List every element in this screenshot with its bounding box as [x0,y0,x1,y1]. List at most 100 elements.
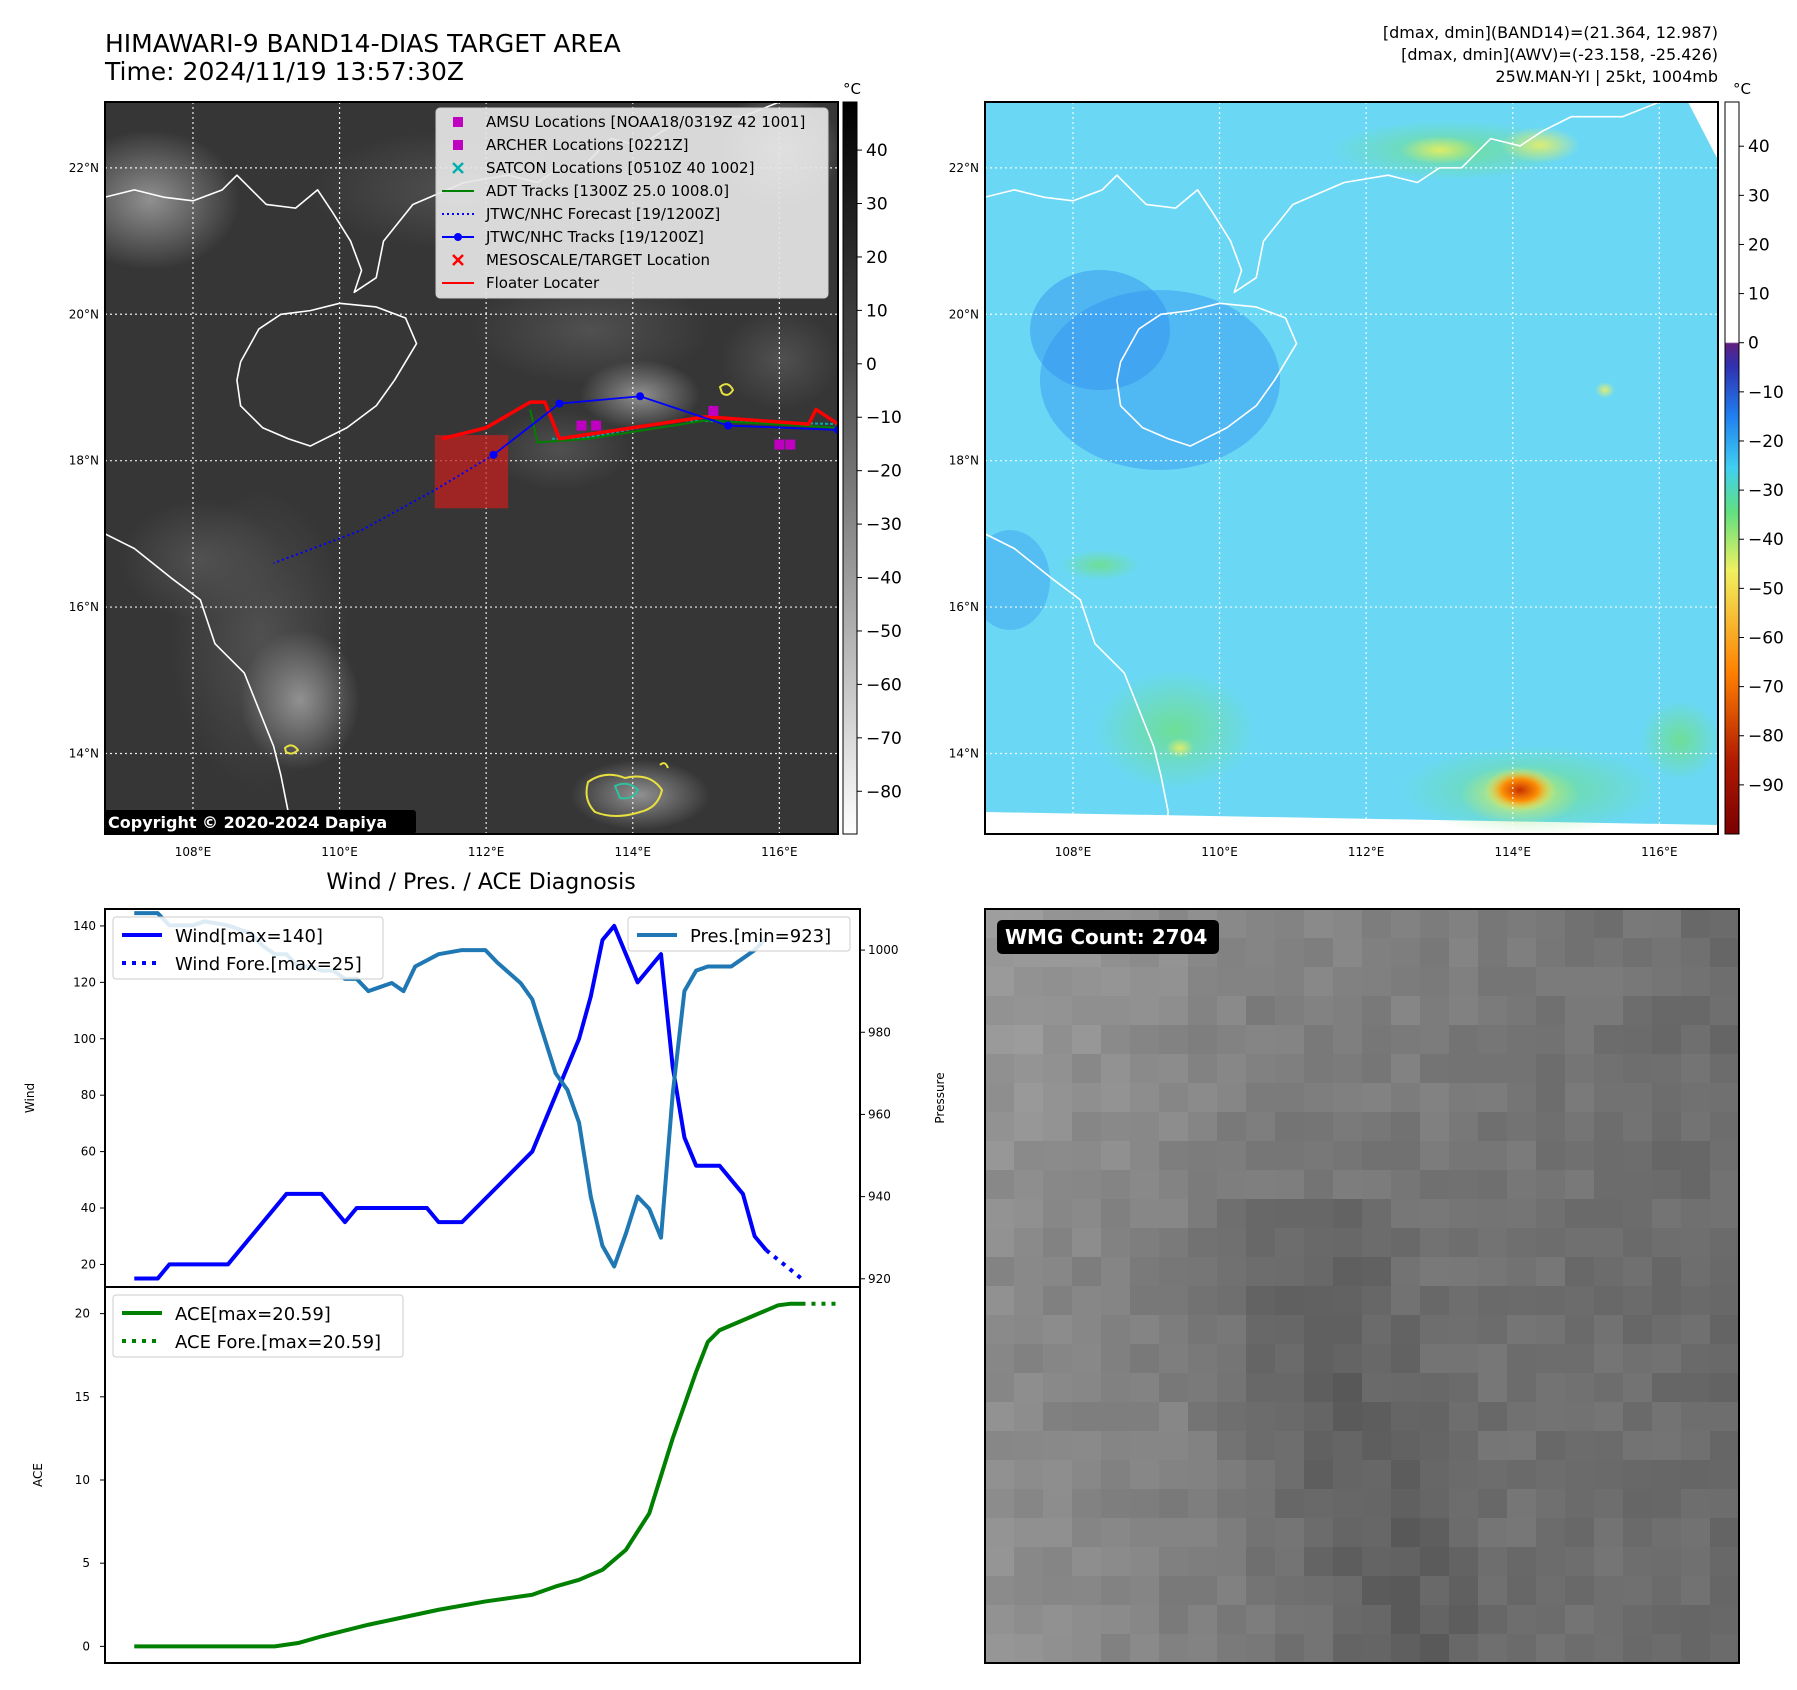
wmg-block [1420,1518,1449,1547]
wmg-block [1594,1054,1623,1083]
wmg-block [1043,1286,1072,1315]
wmg-block [1130,1199,1159,1228]
wmg-block [1623,1199,1652,1228]
wmg-block [1449,1431,1478,1460]
awv-colorbar-strip [1724,101,1740,835]
wmg-block [1217,1489,1246,1518]
wmg-block [1507,1315,1536,1344]
wmg-block [1594,1315,1623,1344]
wmg-block [1565,1489,1594,1518]
wmg-block [1130,1489,1159,1518]
wmg-block [1594,1199,1623,1228]
wmg-block [1101,1228,1130,1257]
wmg-block [985,1460,1014,1489]
wmg-block [1594,938,1623,967]
wmg-block [1420,1576,1449,1605]
wmg-block [1594,1663,1623,1690]
lon-tick-label: 116°E [1641,845,1678,859]
wmg-block [1217,1257,1246,1286]
lon-tick-label: 112°E [468,845,505,859]
wmg-block [1043,1228,1072,1257]
wmg-block [1246,909,1275,938]
wmg-block [1681,1489,1710,1518]
chart-title: Wind / Pres. / ACE Diagnosis [326,870,635,895]
awv-map-frame [984,101,1719,835]
wmg-block [1681,1431,1710,1460]
wmg-block [1681,1054,1710,1083]
wmg-block [1072,996,1101,1025]
wmg-block [1304,1373,1333,1402]
wmg-block [1362,1605,1391,1634]
map-legend-label: Floater Locater [486,274,600,292]
ace-axis-label: ACE [31,1463,45,1487]
wind-tick-label: 60 [81,1145,96,1159]
wmg-block [1420,967,1449,996]
wmg-block [1739,909,1768,938]
wmg-block [1159,1112,1188,1141]
wmg-block [1681,1576,1710,1605]
wmg-block [1478,1228,1507,1257]
wmg-block [1391,1141,1420,1170]
wmg-block [1333,1663,1362,1690]
wmg-block [1304,1199,1333,1228]
wmg-block [1681,1402,1710,1431]
wmg-block [1304,1634,1333,1663]
wmg-block [1072,1402,1101,1431]
wmg-block [1275,1257,1304,1286]
wmg-block [1420,1257,1449,1286]
awv-map-lat-labels: 22°N 20°N 18°N 16°N 14°N [949,161,979,761]
wmg-block [1565,1605,1594,1634]
wmg-block [1101,1547,1130,1576]
wmg-block [1362,1025,1391,1054]
wmg-block [1130,967,1159,996]
pressure-tick-label: 920 [868,1272,891,1286]
wmg-block [1449,1663,1478,1690]
wmg-block [1652,1315,1681,1344]
wmg-block [1507,996,1536,1025]
ace-tick-label: 20 [75,1307,90,1321]
wmg-block [1565,967,1594,996]
legend-marker-square [453,140,463,150]
ir-colorbar: °C 40 30 20 10 0 −10 −20 −30 −40 −50 −60 −70 −80 [842,80,902,835]
wmg-block [1130,1141,1159,1170]
wmg-block [1217,1344,1246,1373]
map-legend-label: MESOSCALE/TARGET Location [486,251,710,269]
wmg-block [1565,1170,1594,1199]
wmg-block [985,1634,1014,1663]
wind-tick-label: 80 [81,1088,96,1102]
colorbar-tick-label: −60 [866,675,902,695]
wmg-block [1362,1373,1391,1402]
jtwc-track-point [636,392,645,401]
wmg-block [1565,1025,1594,1054]
hainan-coastline [1116,302,1298,447]
wmg-block [1507,1547,1536,1576]
wmg-block [1478,1054,1507,1083]
wmg-block [1333,967,1362,996]
wmg-block [1391,1663,1420,1690]
wmg-block [1449,1460,1478,1489]
jtwc-forecast-track [273,453,495,565]
wmg-block [1565,1402,1594,1431]
wmg-block [1710,1547,1739,1576]
wmg-block [1275,1083,1304,1112]
wmg-block [1217,1112,1246,1141]
lat-tick-label: 18°N [69,454,99,468]
wmg-block [1536,1199,1565,1228]
wmg-block [1420,909,1449,938]
colorbar-tick-label: −80 [866,782,902,802]
wmg-block [1246,1605,1275,1634]
amsu-location-marker [708,405,719,416]
wmg-block [1623,1489,1652,1518]
wmg-block [1304,1170,1333,1199]
wmg-pixel-blocks [985,909,1768,1690]
wmg-block [1449,1083,1478,1112]
wmg-block [1681,996,1710,1025]
wmg-block [1043,1518,1072,1547]
awv-map-coastlines [985,102,1718,834]
wmg-block [1391,1605,1420,1634]
map-legend-box [435,107,829,299]
wmg-block [1449,1605,1478,1634]
wmg-block [1536,1170,1565,1199]
wmg-block [1536,1112,1565,1141]
wmg-block [1681,938,1710,967]
